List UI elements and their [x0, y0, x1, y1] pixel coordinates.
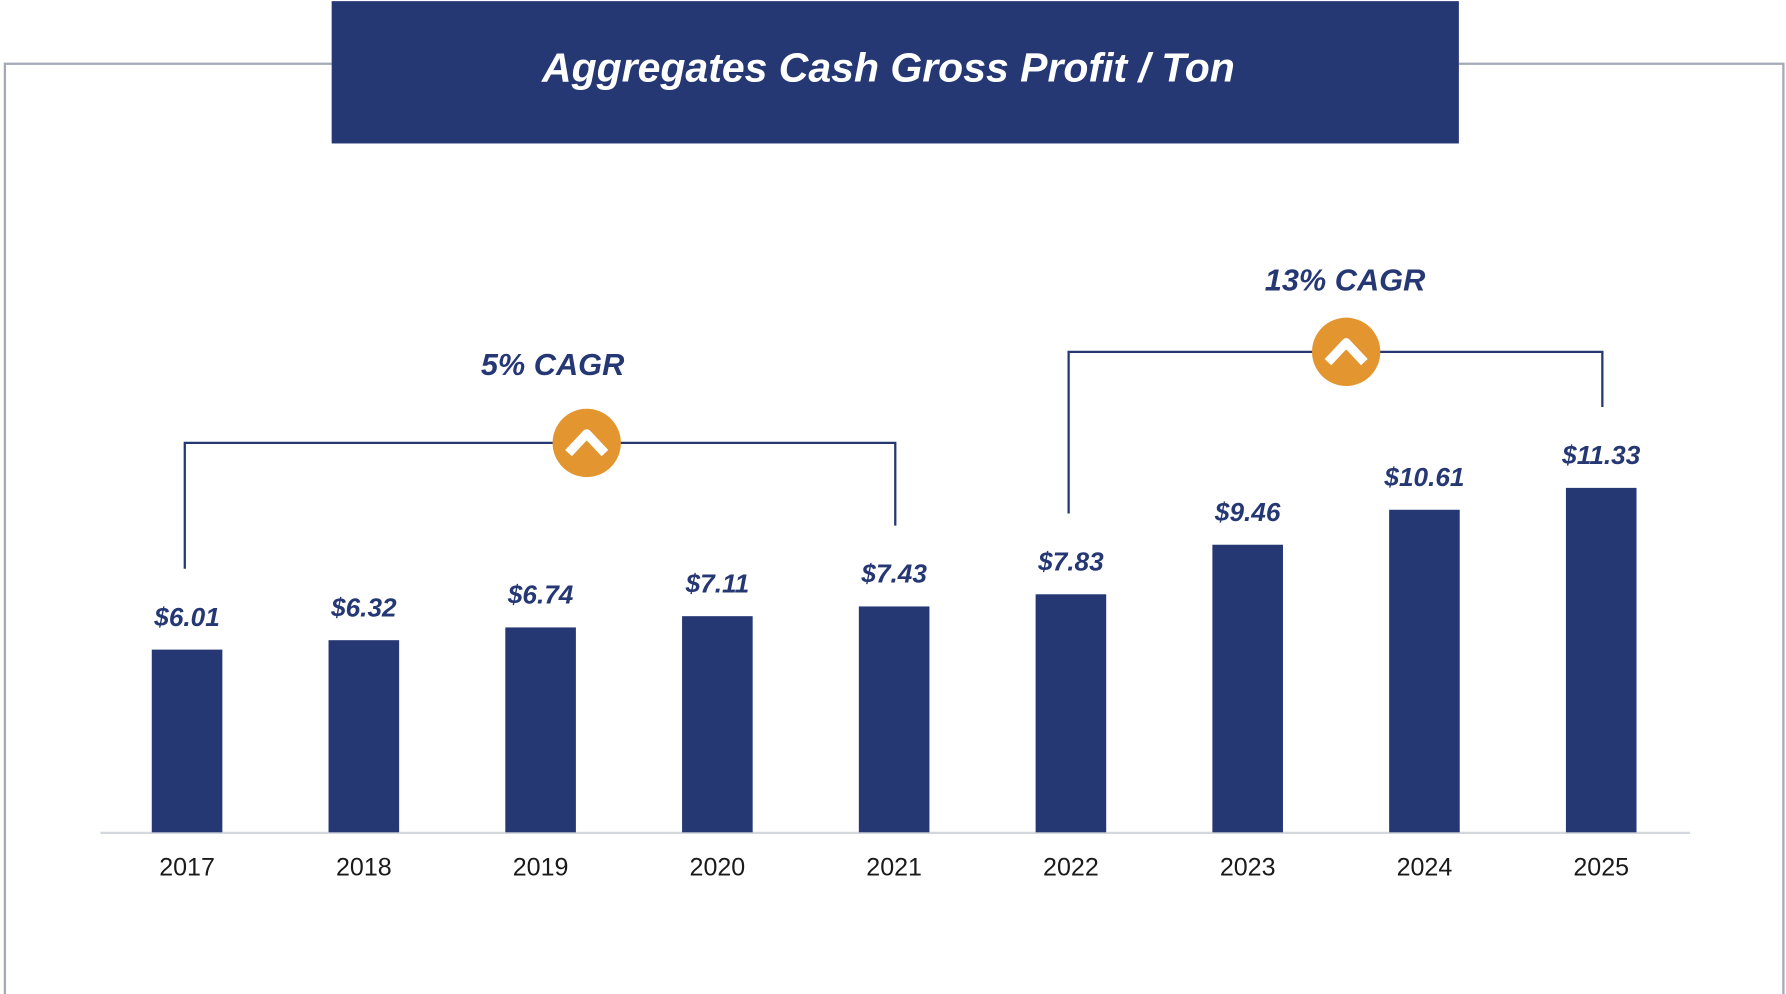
x-tick-label: 2025 — [1573, 853, 1629, 881]
bar — [682, 616, 753, 833]
bar — [1035, 594, 1107, 833]
cagr-bracket — [183, 441, 897, 569]
cagr-icon — [1312, 317, 1381, 386]
cagr-label: 13% CAGR — [1265, 262, 1426, 297]
x-tick-label: 2023 — [1220, 853, 1276, 881]
value-label: $11.33 — [1561, 440, 1641, 470]
value-label: $7.11 — [685, 568, 750, 598]
chart-title: Aggregates Cash Gross Profit / Ton — [541, 44, 1235, 90]
bar — [1389, 509, 1460, 833]
x-tick-label: 2017 — [159, 853, 215, 881]
cagr-chevron — [565, 429, 609, 457]
bar — [1565, 487, 1637, 833]
cagr-chevron — [1324, 338, 1368, 366]
bar — [151, 649, 223, 833]
cagr-icon — [552, 408, 621, 478]
x-tick-label: 2020 — [690, 853, 746, 881]
value-label: $10.61 — [1383, 462, 1464, 492]
x-tick-label: 2021 — [866, 853, 922, 881]
value-label: $9.46 — [1214, 497, 1281, 527]
cagr-label: 5% CAGR — [481, 347, 624, 382]
x-tick-label: 2019 — [513, 853, 569, 881]
bar — [858, 606, 930, 833]
x-tick-label: 2018 — [336, 853, 392, 881]
value-label: $7.43 — [860, 559, 927, 589]
frame — [3, 62, 1785, 994]
value-label: $6.74 — [507, 580, 574, 610]
x-tick-label: 2022 — [1043, 853, 1099, 881]
x-tick-label: 2024 — [1397, 853, 1453, 881]
bar — [328, 640, 400, 833]
bar — [1212, 544, 1283, 833]
value-label: $7.83 — [1037, 546, 1104, 576]
bar — [505, 627, 576, 833]
value-label: $6.01 — [153, 602, 220, 632]
title-box — [331, 1, 1459, 144]
value-label: $6.32 — [330, 592, 397, 622]
